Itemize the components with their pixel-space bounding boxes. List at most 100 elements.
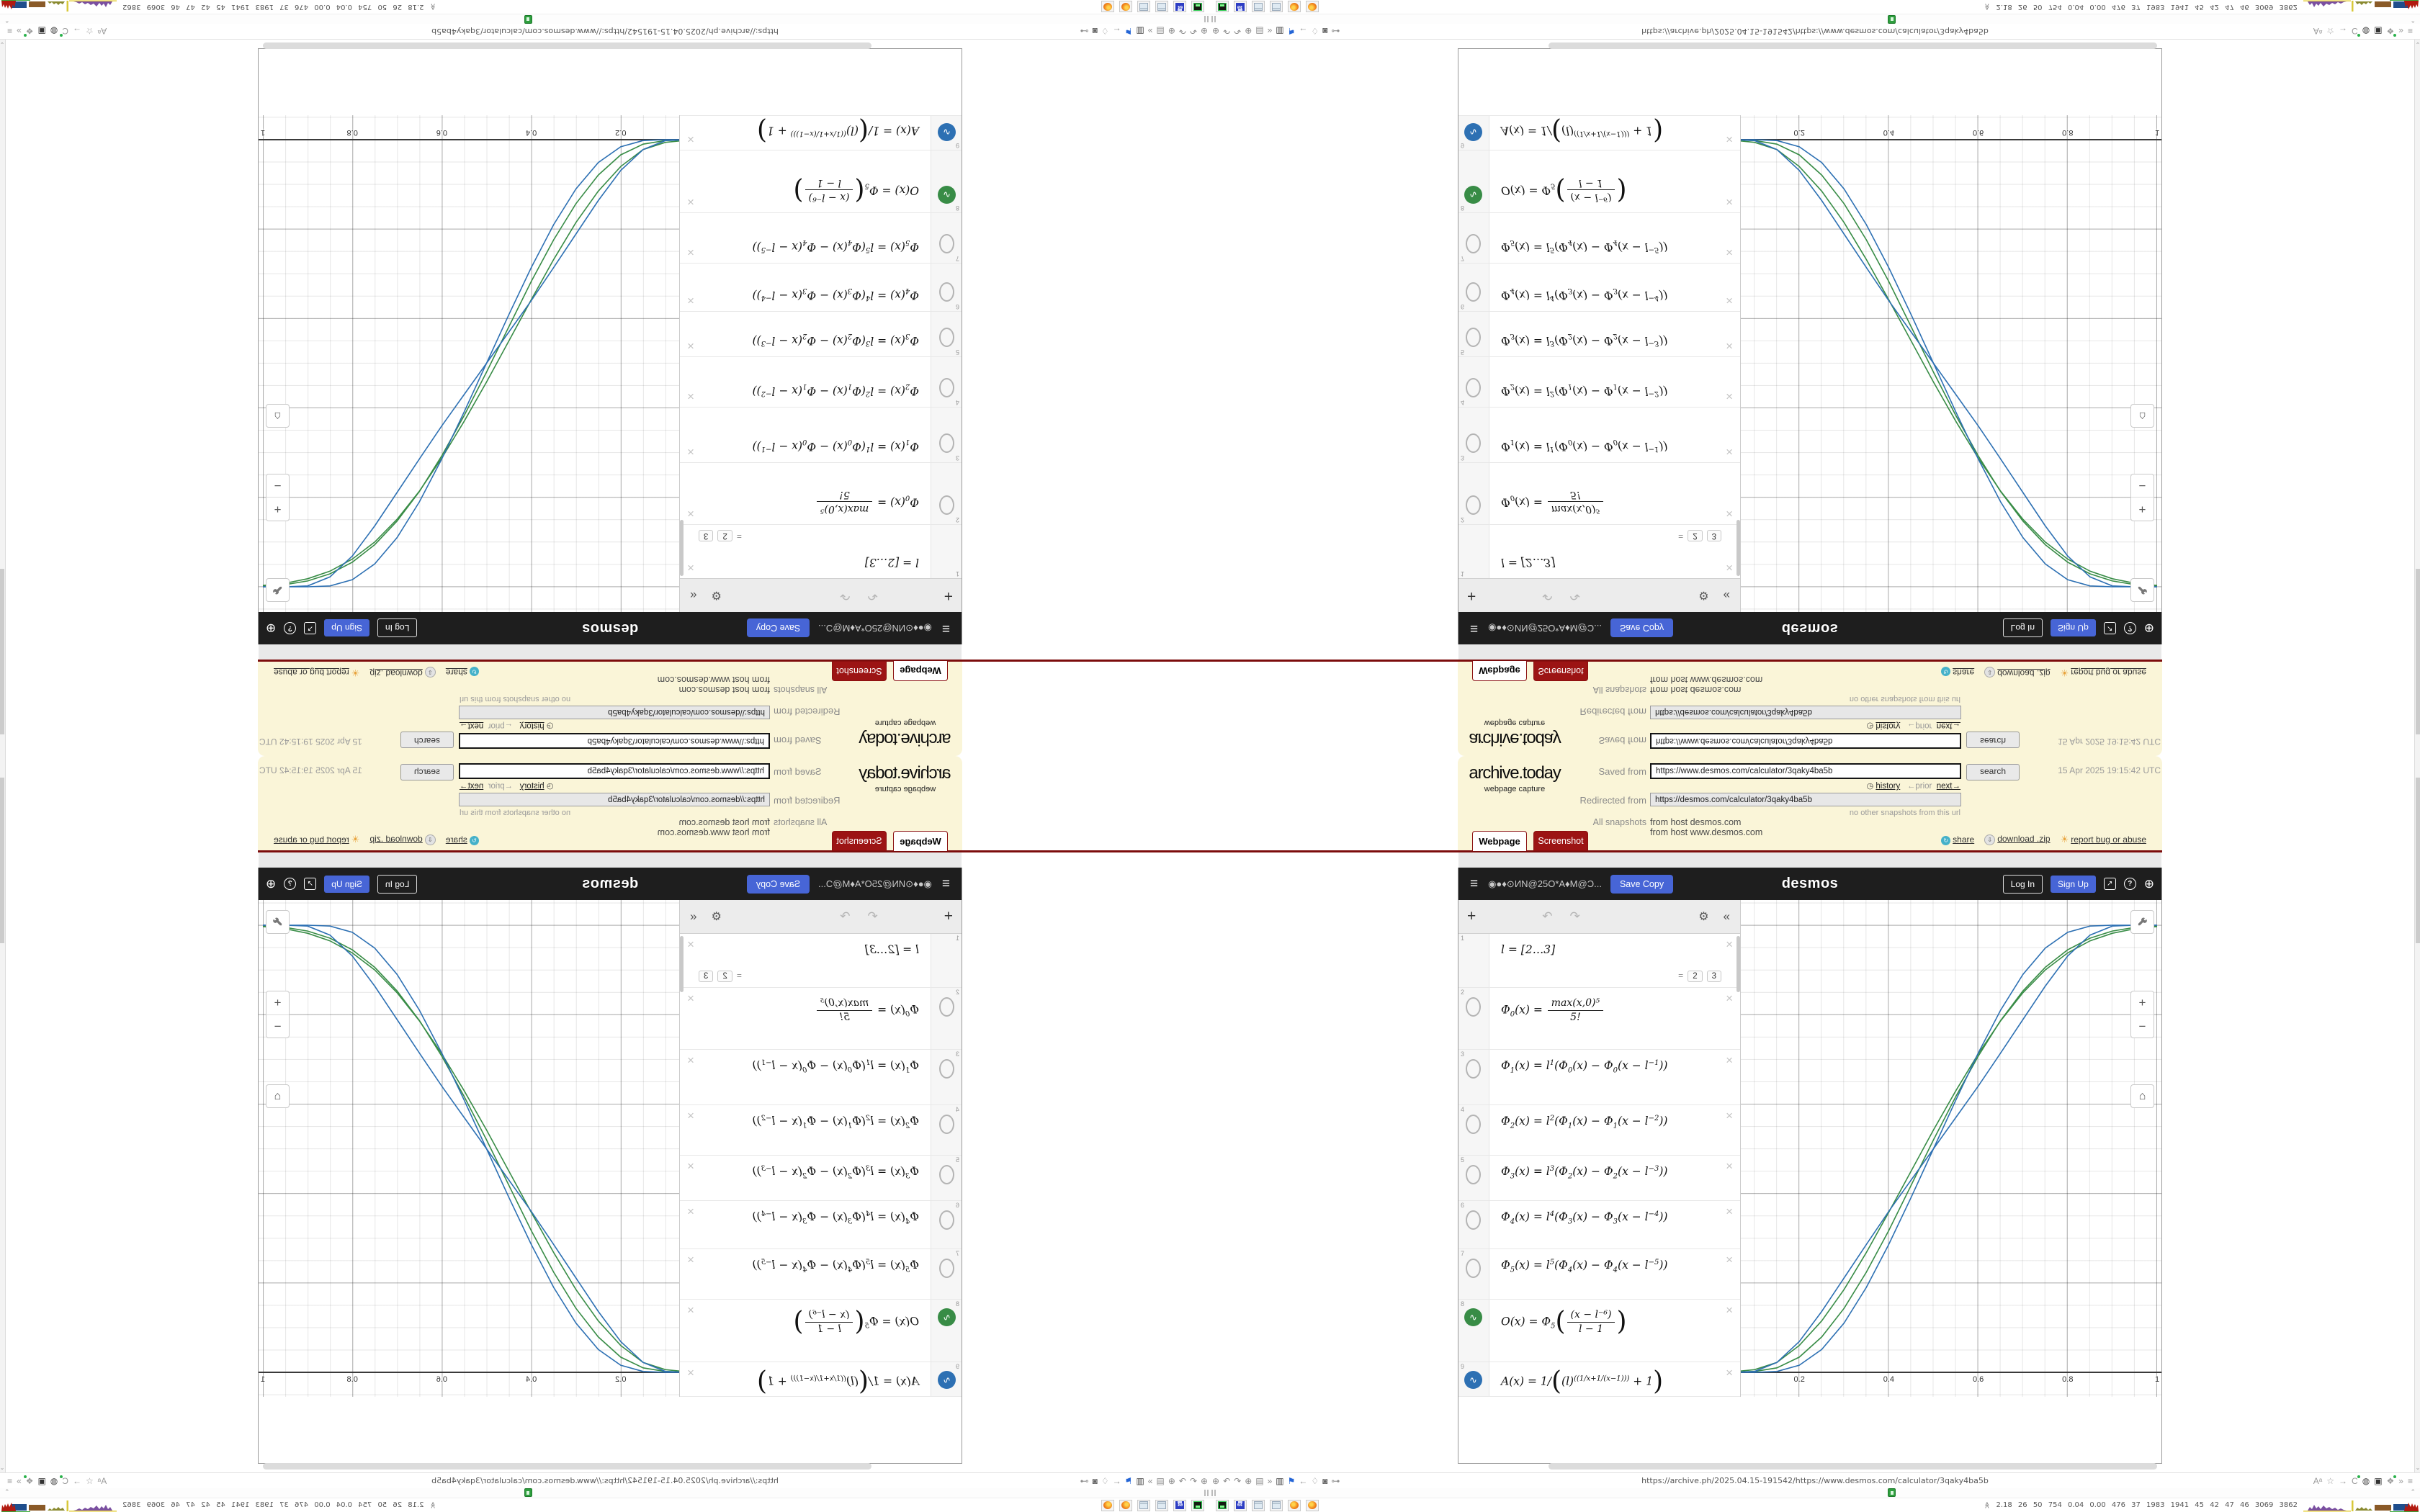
hidden-curve-icon[interactable] bbox=[939, 1115, 954, 1134]
redo-rotate-icon[interactable]: ↷ bbox=[1234, 1475, 1242, 1486]
history-link[interactable]: history bbox=[1876, 782, 1901, 791]
zoom-in-button[interactable]: + bbox=[266, 991, 289, 1015]
vertical-scrollbar-thumb[interactable] bbox=[2416, 778, 2420, 943]
forward-arrow-icon[interactable]: → bbox=[72, 26, 81, 37]
terminal-app-icon[interactable] bbox=[1216, 1499, 1229, 1511]
menu-icon[interactable]: ≡ bbox=[2407, 1475, 2413, 1486]
archive-favicon[interactable] bbox=[524, 15, 532, 24]
notes-app-icon-2[interactable] bbox=[1270, 1499, 1283, 1511]
expression-gutter[interactable]: 3 bbox=[931, 1050, 962, 1104]
undo-rotate-icon[interactable]: ↶ bbox=[1189, 26, 1197, 37]
shield-badge-icon[interactable]: ▣ bbox=[2374, 26, 2383, 37]
back-arrow-icon[interactable]: ← bbox=[1112, 1475, 1121, 1486]
shield-icon[interactable]: ♢ bbox=[1311, 1475, 1319, 1486]
report-bug-link[interactable]: report bug or abuse bbox=[274, 834, 349, 845]
expression-gutter[interactable]: 9 ∿ bbox=[1458, 116, 1489, 150]
delete-expression-icon[interactable]: × bbox=[1726, 1366, 1733, 1380]
curve-visible-icon[interactable]: ∿ bbox=[938, 123, 956, 141]
expression-gutter[interactable]: 5 bbox=[1458, 312, 1489, 356]
overflow-chevrons-icon[interactable]: » bbox=[1147, 1475, 1153, 1486]
zoom-out-button[interactable]: − bbox=[2138, 479, 2146, 492]
hamburger-menu-icon[interactable]: ≡ bbox=[1470, 876, 1479, 891]
download-zip-link[interactable]: download .zip bbox=[1997, 668, 2051, 678]
hidden-curve-icon[interactable] bbox=[939, 1165, 954, 1184]
history-link[interactable]: history bbox=[519, 782, 544, 791]
globe-dark-icon[interactable]: ◍ bbox=[2362, 1475, 2370, 1486]
zoom-in-button[interactable]: + bbox=[2131, 497, 2154, 521]
notes-app-icon[interactable] bbox=[1252, 1, 1265, 13]
expression-math[interactable]: A(x) = 1/((l)((1/x+1/(x−1))) + 1) bbox=[1501, 116, 1664, 145]
delete-expression-icon[interactable]: × bbox=[687, 132, 694, 146]
bookmark-flag-icon[interactable]: ⚑ bbox=[1287, 26, 1296, 37]
report-bug-link[interactable]: report bug or abuse bbox=[2071, 834, 2146, 845]
saved-from-input[interactable] bbox=[459, 733, 770, 749]
next-link[interactable]: next→ bbox=[460, 721, 484, 730]
delete-expression-icon[interactable]: × bbox=[1726, 1303, 1733, 1317]
download-link-wrap[interactable]: ⇩download .zip bbox=[369, 667, 436, 678]
expression-gutter[interactable]: 9 ∿ bbox=[1458, 1362, 1489, 1396]
delete-expression-icon[interactable]: × bbox=[1726, 390, 1733, 403]
key-icon[interactable]: ⊶ bbox=[1331, 26, 1340, 37]
curve-visible-icon[interactable]: ∿ bbox=[1464, 1371, 1482, 1389]
lock-icon[interactable]: ◙ bbox=[1322, 26, 1328, 37]
globe-dark-icon[interactable]: ◍ bbox=[50, 26, 58, 37]
graph-title[interactable]: ◉●♦⊙ИN@25O*A♦M@Ɔ... bbox=[818, 878, 932, 889]
delete-expression-icon[interactable]: × bbox=[1726, 294, 1733, 307]
archive-logo[interactable]: archive.today bbox=[859, 729, 951, 749]
delete-expression-icon[interactable]: × bbox=[1726, 1159, 1733, 1173]
firefox-app-icon[interactable] bbox=[1288, 1, 1301, 13]
download-link-wrap[interactable]: ⇩download .zip bbox=[1984, 834, 2051, 845]
expression-gutter[interactable]: 1 bbox=[1458, 525, 1489, 578]
expression-row[interactable]: 7 Φ5(x) = l5(Φ4(x) − Φ4(x − l−5)) × bbox=[1458, 212, 1740, 263]
saved-from-input[interactable] bbox=[1650, 763, 1961, 779]
undo-icon[interactable]: ↶ bbox=[1542, 589, 1553, 603]
host-link-desmos[interactable]: from host desmos.com bbox=[1650, 817, 1742, 827]
hidden-curve-icon[interactable] bbox=[939, 433, 954, 453]
expression-math[interactable]: Φ4(x) = l4(Φ3(x) − Φ3(x − l−4)) bbox=[1501, 286, 1668, 302]
delete-expression-icon[interactable]: × bbox=[1726, 991, 1733, 1005]
expression-row[interactable]: 8 ∿ O(x) = Φ5((x − l⁻⁶) l − 1) × bbox=[1458, 1300, 1740, 1362]
default-view-home-button[interactable]: ⌂ bbox=[266, 404, 290, 428]
curve-visible-icon[interactable]: ∿ bbox=[1464, 123, 1482, 141]
report-link-wrap[interactable]: ☀report bug or abuse bbox=[274, 834, 359, 845]
add-expression-button[interactable]: + bbox=[944, 588, 953, 604]
hidden-curve-icon[interactable] bbox=[939, 234, 954, 253]
delete-expression-icon[interactable]: × bbox=[687, 390, 694, 403]
expression-row[interactable]: 5 Φ3(x) = l3(Φ2(x) − Φ2(x − l−3)) × bbox=[680, 311, 962, 356]
hidden-curve-icon[interactable] bbox=[1466, 1059, 1481, 1079]
search-button[interactable]: search bbox=[400, 732, 454, 748]
archive-logo[interactable]: archive.today bbox=[1469, 729, 1561, 749]
expression-gutter[interactable]: 6 bbox=[931, 1201, 962, 1248]
expression-math[interactable]: A(x) = 1/((l)((1/x+1/(x−1))) + 1) bbox=[756, 1367, 919, 1396]
search-button[interactable]: search bbox=[1966, 732, 2020, 748]
delete-expression-icon[interactable]: × bbox=[687, 1159, 694, 1173]
trash-icon[interactable]: ▥ bbox=[1276, 1475, 1284, 1486]
bookmark-flag-icon[interactable]: ⚑ bbox=[1124, 26, 1133, 37]
shield-icon[interactable]: ♢ bbox=[1101, 1475, 1109, 1486]
undo-rotate-icon[interactable]: ↶ bbox=[1189, 1475, 1197, 1486]
expression-math[interactable]: O(x) = Φ5((x − l⁻⁶) l − 1) bbox=[1501, 175, 1627, 205]
delete-expression-icon[interactable]: × bbox=[1726, 132, 1733, 146]
expression-gutter[interactable]: 8 ∿ bbox=[1458, 150, 1489, 212]
archive-favicon[interactable] bbox=[524, 1488, 532, 1497]
more-chevrons-icon[interactable]: » bbox=[17, 26, 22, 37]
firefox-app-icon[interactable] bbox=[1288, 1499, 1301, 1511]
delete-expression-icon[interactable]: × bbox=[1726, 507, 1733, 521]
curve-visible-icon[interactable]: ∿ bbox=[1464, 1308, 1482, 1326]
redo-icon[interactable]: ↷ bbox=[1569, 909, 1580, 923]
saved-from-input[interactable] bbox=[459, 763, 770, 779]
expression-gutter[interactable]: 7 bbox=[1458, 213, 1489, 263]
language-globe-icon[interactable]: ⊕ bbox=[2143, 621, 2154, 636]
expression-gutter[interactable]: 2 bbox=[931, 463, 962, 524]
share-link[interactable]: share bbox=[1953, 667, 1975, 678]
hidden-curve-icon[interactable] bbox=[939, 378, 954, 397]
star-icon[interactable]: ☆ bbox=[85, 26, 94, 37]
share-link[interactable]: share bbox=[445, 667, 467, 678]
notes-app-icon[interactable] bbox=[1155, 1499, 1168, 1511]
collapse-panel-icon[interactable]: « bbox=[1723, 909, 1730, 923]
graph-paper[interactable]: 0.2 0.4 0.6 0.8 1 + − ⌂ bbox=[259, 900, 679, 1397]
delete-expression-icon[interactable]: × bbox=[1726, 1109, 1733, 1122]
hamburger-menu-icon[interactable]: ≡ bbox=[941, 621, 950, 636]
help-icon[interactable]: ? bbox=[284, 622, 297, 634]
